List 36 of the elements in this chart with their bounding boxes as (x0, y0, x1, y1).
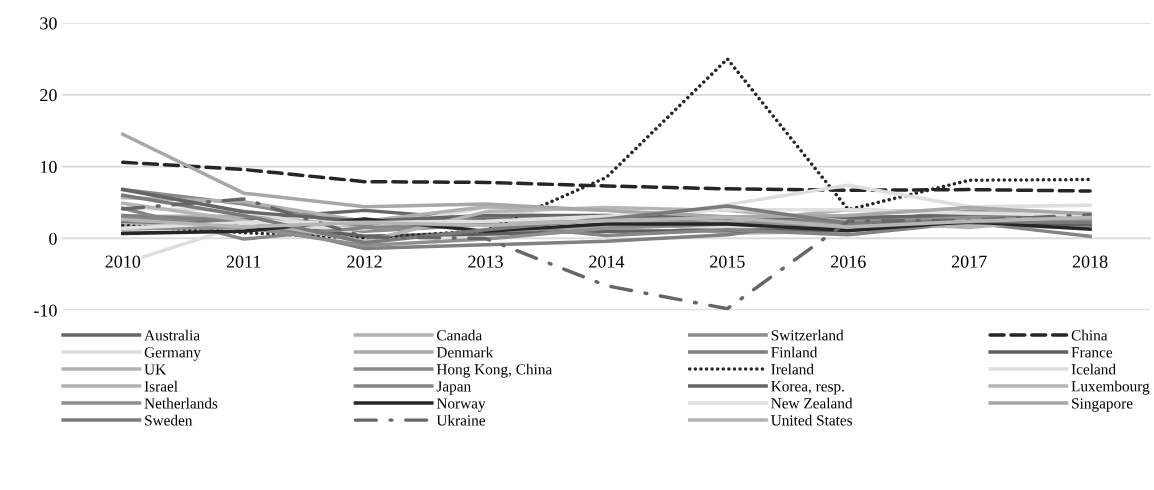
legend-label: Germany (144, 347, 201, 361)
legend-label: Ireland (771, 363, 814, 375)
legend-label: France (1071, 347, 1113, 358)
y-tick-label: 0 (49, 232, 57, 245)
legend-label: UK (144, 364, 167, 375)
x-tick-label: 2017 (951, 255, 987, 268)
legend-label: Denmark (436, 346, 494, 358)
y-tick-label: 30 (40, 17, 57, 30)
y-tick-label: -10 (34, 304, 57, 317)
x-tick-label: 2018 (1072, 255, 1108, 268)
legend-label: New Zealand (771, 397, 853, 409)
x-tick-label: 2016 (830, 255, 866, 268)
y-tick-label: 10 (40, 160, 57, 174)
x-tick-label: 2014 (589, 255, 625, 268)
legend-label: Finland (771, 346, 818, 358)
legend-label: Sweden (145, 414, 193, 426)
legend-label: Norway (436, 398, 486, 412)
y-tick-label: 20 (40, 89, 57, 102)
legend-label: Japan (436, 381, 471, 395)
legend-label: China (1071, 329, 1108, 341)
x-tick-label: 2015 (710, 255, 745, 268)
legend-label: Ukraine (436, 414, 486, 426)
legend-label: Iceland (1071, 363, 1116, 375)
legend-label: Switzerland (771, 329, 844, 341)
legend-label: Israel (144, 380, 178, 392)
legend-label: Korea, resp. (771, 381, 844, 395)
legend-label: Australia (144, 329, 200, 341)
legend-label: Hong Kong, China (436, 363, 553, 378)
legend-label: United States (771, 414, 853, 426)
x-tick-label: 2011 (226, 255, 261, 268)
legend-label: Canada (437, 329, 482, 341)
legend-label: Singapore (1072, 398, 1133, 412)
legend-label: Netherlands (144, 397, 218, 409)
legend-label: Luxembourg (1071, 380, 1150, 395)
x-tick-label: 2013 (468, 255, 503, 268)
x-tick-label: 2012 (347, 255, 382, 268)
